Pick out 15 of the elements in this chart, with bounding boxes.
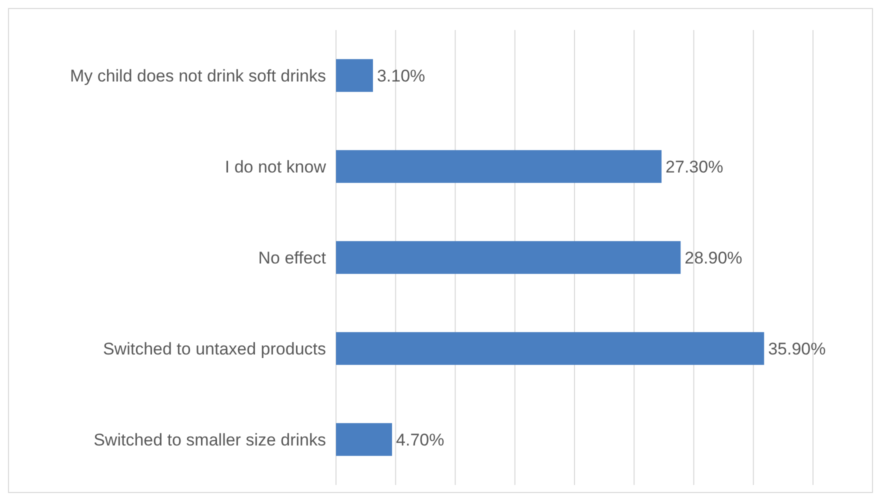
data-label: 28.90% — [684, 248, 742, 268]
bar — [336, 150, 662, 183]
data-label: 3.10% — [376, 66, 426, 86]
data-label: 4.70% — [396, 430, 444, 450]
bar — [336, 59, 373, 92]
data-label: 35.90% — [768, 339, 826, 358]
bar — [336, 423, 392, 456]
y-tick-label: I do not know — [224, 157, 327, 176]
bar — [336, 332, 764, 365]
y-tick-label: Switched to untaxed products — [102, 339, 326, 358]
y-tick-label: Switched to smaller size drinks — [94, 430, 326, 450]
y-tick-label: No effect — [258, 248, 326, 268]
y-tick-label: My child does not drink soft drinks — [70, 66, 326, 86]
bar — [336, 241, 681, 274]
data-label: 27.30% — [666, 157, 724, 176]
